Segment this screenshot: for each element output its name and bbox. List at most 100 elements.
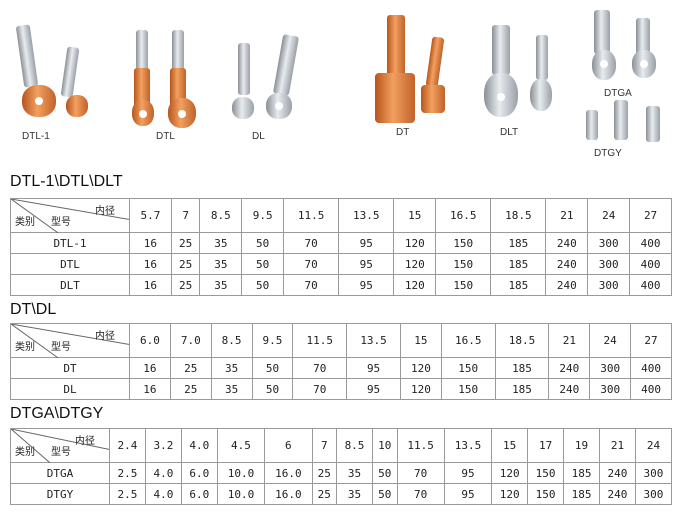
product-label: DLT xyxy=(500,127,519,138)
row-name: DLT xyxy=(10,274,130,296)
header-cell: 27 xyxy=(629,198,672,233)
value-cell: 150 xyxy=(440,378,496,400)
diagonal-lines xyxy=(11,324,129,358)
table-row: DT 16 25 35 50 70 95 120 150 185 240 300 400 xyxy=(10,357,672,379)
value-cell: 35 xyxy=(199,253,243,275)
value-cell: 25 xyxy=(170,232,201,254)
header-row: 内径 类别 型号 2.4 3.2 4.0 4.5 6 7 8.5 10 11.5 13.5 15 17 19 2… xyxy=(10,428,673,463)
value-cell: 35 xyxy=(336,483,373,505)
value-cell: 150 xyxy=(435,253,492,275)
value-cell: 50 xyxy=(371,462,398,484)
table-row: DTL-1 16 25 35 50 70 95 120 150 185 240 300 400 xyxy=(10,232,672,254)
corner-label-model: 型号 xyxy=(51,217,71,228)
table-row: DTGY 2.5 4.0 6.0 10.0 16.0 25 35 50 70 95 120 150 185… xyxy=(10,483,673,505)
value-cell: 120 xyxy=(399,357,442,379)
value-cell: 185 xyxy=(494,357,550,379)
value-cell: 16 xyxy=(129,232,172,254)
value-cell: 10.0 xyxy=(216,462,266,484)
value-cell: 16.0 xyxy=(264,483,313,505)
value-cell: 25 xyxy=(170,274,201,296)
value-cell: 95 xyxy=(338,274,395,296)
value-cell: 300 xyxy=(634,483,673,505)
value-cell: 16.0 xyxy=(264,462,313,484)
corner-cell: 内径 类别 型号 xyxy=(10,428,110,463)
value-cell: 150 xyxy=(435,274,492,296)
value-cell: 70 xyxy=(283,274,340,296)
value-cell: 240 xyxy=(548,378,591,400)
value-cell: 16 xyxy=(129,253,172,275)
value-cell: 185 xyxy=(563,462,600,484)
table-row: DTGA 2.5 4.0 6.0 10.0 16.0 25 35 50 70 95 120 150 185… xyxy=(10,462,673,484)
header-cell: 24 xyxy=(587,198,631,233)
table-row: DTL 16 25 35 50 70 95 120 150 185 240 300 400 xyxy=(10,253,672,275)
value-cell: 400 xyxy=(630,378,672,400)
value-cell: 185 xyxy=(490,274,547,296)
header-cell: 17 xyxy=(527,428,565,463)
value-cell: 240 xyxy=(545,274,589,296)
value-cell: 35 xyxy=(199,274,243,296)
header-cell: 24 xyxy=(589,323,632,358)
value-cell: 4.0 xyxy=(144,462,182,484)
product-dtga-image xyxy=(588,10,668,90)
value-cell: 400 xyxy=(629,253,672,275)
row-name: DTGY xyxy=(10,483,110,505)
header-cell: 11.5 xyxy=(396,428,445,463)
value-cell: 95 xyxy=(338,232,395,254)
value-cell: 4.0 xyxy=(144,483,182,505)
value-cell: 70 xyxy=(283,232,340,254)
section-title: DT\DL xyxy=(10,301,57,318)
product-dtl-image xyxy=(130,30,210,130)
header-cell: 13.5 xyxy=(443,428,493,463)
value-cell: 16 xyxy=(129,274,172,296)
header-cell: 6 xyxy=(264,428,313,463)
value-cell: 240 xyxy=(599,462,636,484)
value-cell: 70 xyxy=(292,357,348,379)
value-cell: 185 xyxy=(490,232,547,254)
product-dt-image xyxy=(365,15,455,130)
header-cell: 8.5 xyxy=(336,428,373,463)
header-cell: 21 xyxy=(599,428,636,463)
value-cell: 35 xyxy=(336,462,373,484)
corner-label-model: 型号 xyxy=(51,447,71,458)
header-cell: 2.4 xyxy=(109,428,146,463)
value-cell: 16 xyxy=(129,378,171,400)
product-label: DL xyxy=(252,131,265,142)
corner-label-category: 类别 xyxy=(15,217,35,228)
value-cell: 2.5 xyxy=(109,483,146,505)
row-name: DT xyxy=(10,357,130,379)
value-cell: 120 xyxy=(491,462,529,484)
header-cell: 9.5 xyxy=(241,198,285,233)
header-cell: 8.5 xyxy=(199,198,243,233)
value-cell: 240 xyxy=(599,483,636,505)
spec-table-dtl: 内径 类别 型号 5.7 7 8.5 9.5 11.5 13.5 15 16.5 18.5 21 24 27… xyxy=(10,198,672,296)
table-row: DL 16 25 35 50 70 95 120 150 185 240 300 400 xyxy=(10,378,672,400)
product-dtl-1-image xyxy=(12,24,92,135)
value-cell: 6.0 xyxy=(180,483,218,505)
row-name: DTGA xyxy=(10,462,110,484)
header-cell: 11.5 xyxy=(292,323,348,358)
value-cell: 50 xyxy=(251,357,294,379)
header-cell: 15 xyxy=(393,198,437,233)
header-cell: 27 xyxy=(630,323,672,358)
value-cell: 70 xyxy=(283,253,340,275)
value-cell: 300 xyxy=(587,253,631,275)
section-title: DTL-1\DTL\DLT xyxy=(10,173,123,190)
product-label: DTGA xyxy=(604,88,632,99)
value-cell: 300 xyxy=(587,274,631,296)
value-cell: 50 xyxy=(241,274,285,296)
value-cell: 70 xyxy=(396,483,445,505)
header-cell: 6.0 xyxy=(129,323,171,358)
corner-label-diameter: 内径 xyxy=(75,436,95,447)
header-cell: 11.5 xyxy=(283,198,340,233)
header-cell: 10 xyxy=(371,428,398,463)
header-cell: 13.5 xyxy=(338,198,395,233)
header-cell: 16.5 xyxy=(440,323,496,358)
value-cell: 240 xyxy=(545,232,589,254)
product-label: DTL-1 xyxy=(22,131,50,142)
header-cell: 7.0 xyxy=(169,323,212,358)
header-cell: 7 xyxy=(170,198,201,233)
header-cell: 5.7 xyxy=(129,198,172,233)
value-cell: 2.5 xyxy=(109,462,146,484)
value-cell: 35 xyxy=(210,357,253,379)
